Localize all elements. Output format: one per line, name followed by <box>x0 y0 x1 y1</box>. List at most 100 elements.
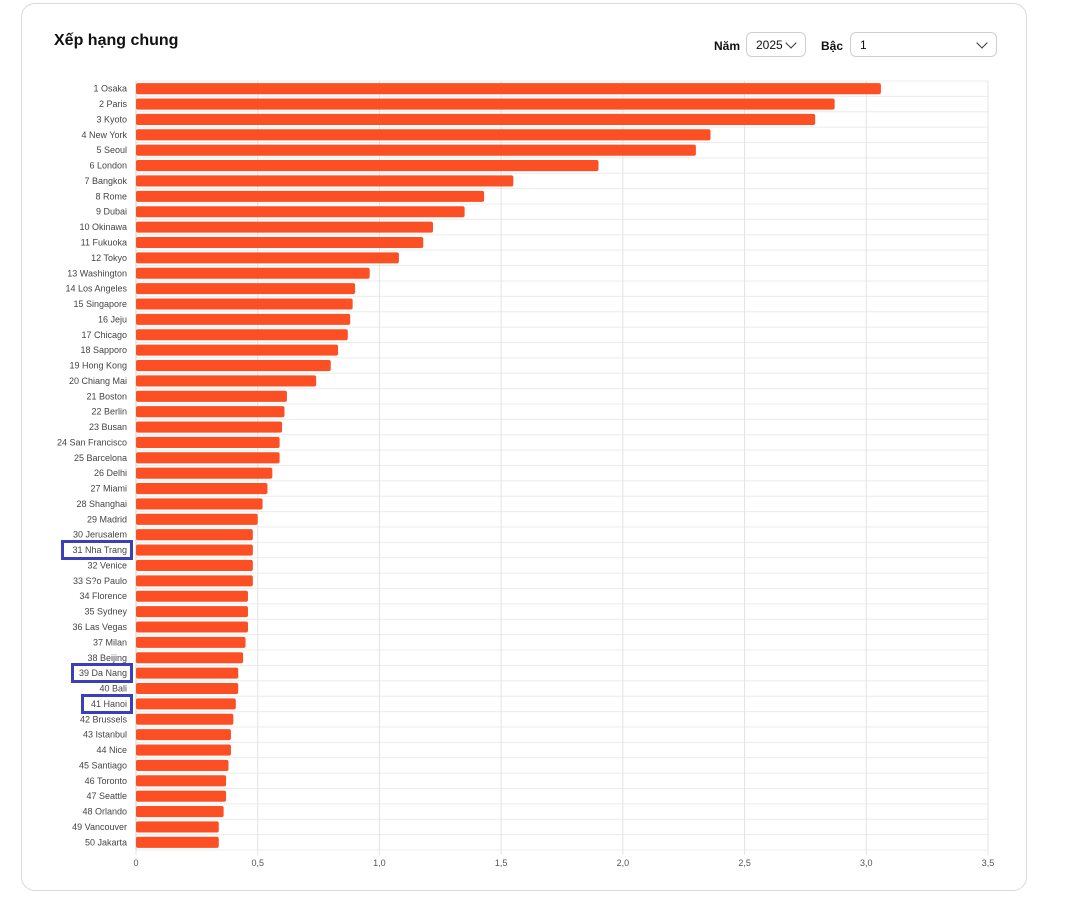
bar <box>136 682 239 695</box>
x-axis-labels: 0 0,5 1,0 1,5 2,0 2,5 3,0 3,5 <box>133 858 994 868</box>
x-tick-label: 2,5 <box>738 858 751 868</box>
y-tick-label: 29 Madrid <box>87 514 127 524</box>
bar <box>136 790 227 802</box>
bar <box>136 559 253 572</box>
bar <box>136 267 370 279</box>
y-tick-label: 19 Hong Kong <box>69 361 127 371</box>
y-tick-label: 12 Tokyo <box>91 253 127 263</box>
y-tick-label: 13 Washington <box>67 268 127 278</box>
bar <box>136 221 433 233</box>
bar <box>136 529 253 541</box>
bar <box>136 298 353 310</box>
y-tick-label: 24 San Francisco <box>57 437 127 447</box>
level-filter-label: Bậc <box>821 39 844 53</box>
bar <box>136 283 356 295</box>
x-tick-label: 0,5 <box>251 858 264 868</box>
y-tick-label: 45 Santiago <box>79 760 127 770</box>
y-tick-label: 50 Jakarta <box>85 837 127 847</box>
y-tick-label: 39 Da Nang <box>79 668 127 678</box>
y-tick-label: 7 Bangkok <box>84 176 127 186</box>
y-tick-label: 40 Bali <box>99 684 127 694</box>
y-tick-label: 26 Delhi <box>94 468 127 478</box>
y-tick-label: 3 Kyoto <box>96 114 127 124</box>
y-tick-label: 2 Paris <box>99 99 128 109</box>
x-tick-label: 3,5 <box>982 858 995 868</box>
y-tick-label: 15 Singapore <box>73 299 127 309</box>
x-tick-label: 0 <box>133 858 138 868</box>
y-tick-label: 20 Chiang Mai <box>69 376 127 386</box>
y-tick-label: 44 Nice <box>96 745 127 755</box>
chart-bars <box>136 83 881 848</box>
y-tick-label: 41 Hanoi <box>91 699 127 709</box>
bar <box>136 729 231 741</box>
y-tick-label: 11 Fukuoka <box>81 237 127 247</box>
y-tick-label: 46 Toronto <box>85 776 127 786</box>
y-tick-label: 30 Jerusalem <box>73 530 127 540</box>
x-tick-label: 1,5 <box>495 858 508 868</box>
bar <box>136 744 231 756</box>
y-tick-label: 17 Chicago <box>81 330 127 340</box>
level-select-value: 1 <box>860 37 867 52</box>
bar <box>136 160 599 172</box>
bar <box>136 544 253 556</box>
bar <box>136 144 696 156</box>
bar <box>136 113 816 125</box>
year-select[interactable]: 2025 <box>746 32 806 57</box>
bar <box>136 421 283 433</box>
bar <box>136 175 514 187</box>
bar <box>136 713 234 725</box>
bar <box>136 375 317 387</box>
bar <box>136 652 244 664</box>
y-tick-label: 27 Miami <box>90 484 127 494</box>
bar <box>136 621 248 633</box>
y-tick-label: 9 Dubai <box>96 207 127 217</box>
bar <box>136 759 229 771</box>
bar <box>136 806 224 818</box>
y-tick-label: 47 Seattle <box>86 791 127 801</box>
y-tick-label: 1 Osaka <box>93 84 127 94</box>
bar <box>136 483 268 495</box>
bar <box>136 206 465 218</box>
year-select-value: 2025 <box>756 37 783 52</box>
bar <box>136 83 881 95</box>
y-tick-label: 18 Sapporo <box>80 345 127 355</box>
y-tick-label: 23 Busan <box>89 422 127 432</box>
bar <box>136 313 351 325</box>
y-tick-label: 38 Beijing <box>87 653 127 663</box>
y-tick-label: 43 Istanbul <box>83 730 127 740</box>
y-tick-label: 33 S?o Paulo <box>73 576 127 586</box>
bar <box>136 344 339 356</box>
y-tick-label: 4 New York <box>81 130 127 140</box>
bar <box>136 575 253 587</box>
y-tick-label: 28 Shanghai <box>76 499 127 509</box>
x-tick-label: 1,0 <box>373 858 386 868</box>
x-tick-label: 3,0 <box>860 858 873 868</box>
bar <box>136 129 711 141</box>
y-tick-label: 21 Boston <box>86 391 127 401</box>
bar <box>136 636 246 648</box>
y-tick-label: 34 Florence <box>79 591 127 601</box>
bar <box>136 452 280 464</box>
bar <box>136 236 424 249</box>
bar <box>136 436 280 448</box>
y-tick-label: 48 Orlando <box>82 807 127 817</box>
level-select[interactable]: 1 <box>850 32 997 57</box>
y-tick-label: 8 Rome <box>95 191 127 201</box>
bar <box>136 513 258 525</box>
x-tick-label: 2,0 <box>617 858 630 868</box>
bar <box>136 821 219 833</box>
bar <box>136 390 287 402</box>
y-tick-label: 49 Vancouver <box>72 822 127 832</box>
bar <box>136 406 285 418</box>
bar <box>136 836 219 848</box>
y-tick-label: 10 Okinawa <box>79 222 127 232</box>
y-tick-label: 16 Jeju <box>98 314 127 324</box>
y-tick-label: 36 Las Vegas <box>72 622 127 632</box>
y-tick-label: 5 Seoul <box>96 145 127 155</box>
bar <box>136 498 263 510</box>
bar <box>136 698 236 710</box>
y-tick-label: 22 Berlin <box>91 407 127 417</box>
y-tick-label: 25 Barcelona <box>74 453 127 463</box>
bar <box>136 329 348 341</box>
